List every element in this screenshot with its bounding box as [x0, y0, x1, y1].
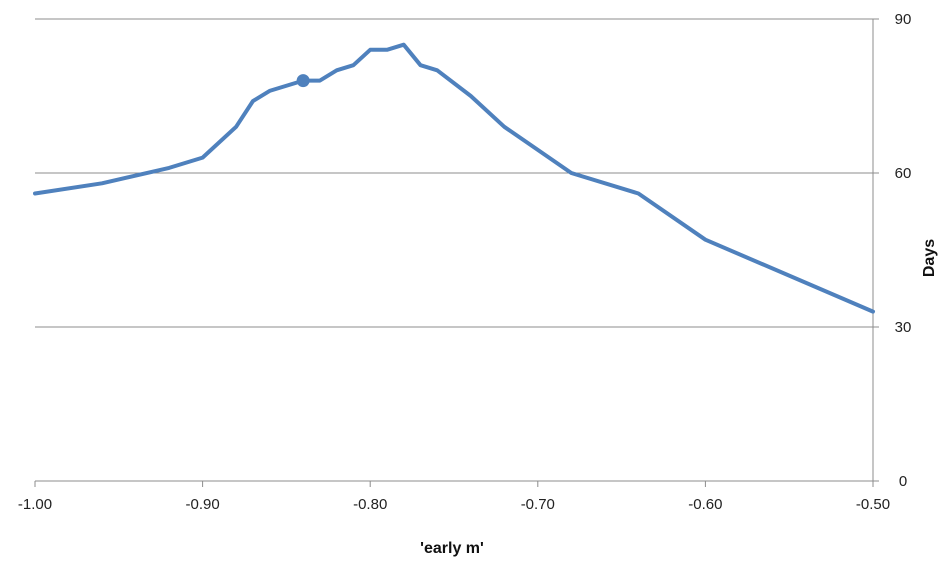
series-line-0: [33, 42, 875, 314]
x-axis-title: 'early m': [420, 540, 484, 557]
y-tick-label: 90: [895, 11, 912, 28]
axes: [34, 18, 879, 487]
gridlines: [35, 18, 873, 328]
x-tick-label: -0.50: [856, 496, 890, 513]
y-tick-labels: 0 30 60 90: [895, 11, 912, 490]
x-tick-label: -0.60: [688, 496, 722, 513]
x-tick-label: -0.70: [521, 496, 555, 513]
data-point-marker: [296, 74, 310, 88]
x-tick-labels: -1.00 -0.90 -0.80 -0.70 -0.60 -0.50: [18, 496, 890, 513]
y-tick-label: 60: [895, 165, 912, 182]
x-tick-label: -0.90: [185, 496, 219, 513]
y-tick-label: 0: [899, 473, 907, 490]
series-layer: [33, 42, 875, 314]
x-tick-label: -1.00: [18, 496, 52, 513]
y-axis-title: Days: [921, 239, 938, 277]
marker-layer: [296, 74, 310, 88]
y-tick-label: 30: [895, 319, 912, 336]
x-tick-label: -0.80: [353, 496, 387, 513]
